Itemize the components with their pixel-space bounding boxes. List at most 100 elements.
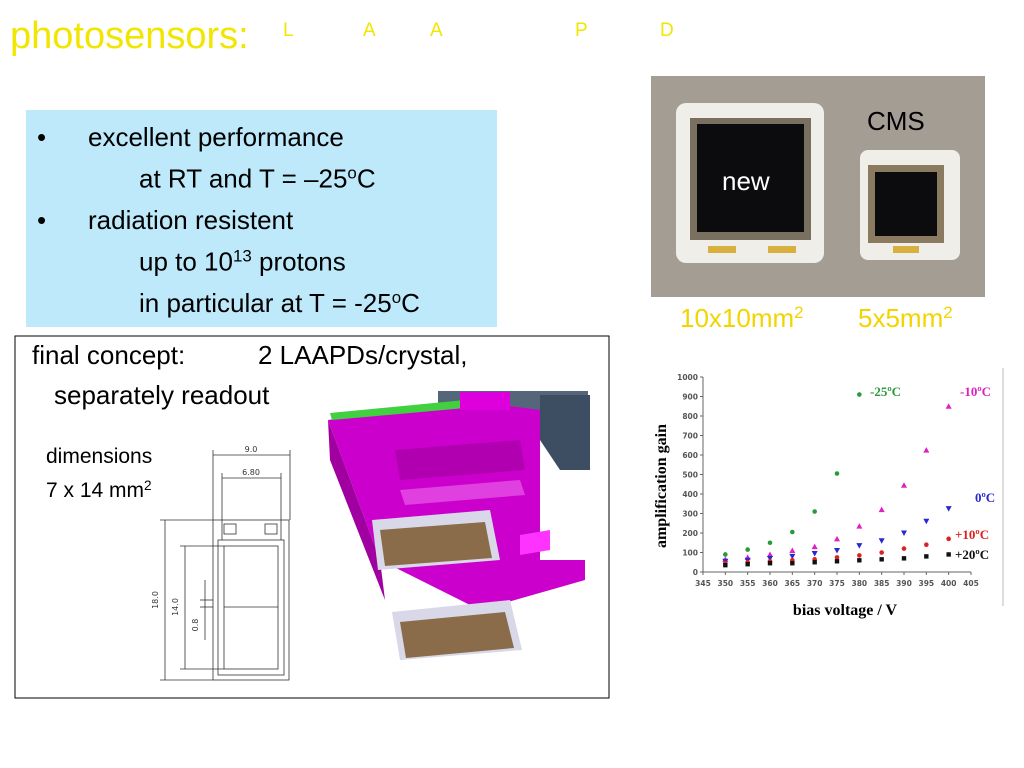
point [856,543,863,549]
feature-line: at RT and T = –25oC [139,163,376,194]
superscript: o [392,288,401,307]
text-run: excellent performance [88,122,344,152]
point [790,529,795,535]
point [856,523,863,529]
point [901,482,907,488]
x-tick-label: 390 [896,579,912,588]
legend-label: -10ºC [960,384,991,399]
text-run: radiation resistent [88,205,294,235]
cad-rendering [328,391,590,660]
point [811,550,818,557]
point [945,506,952,512]
x-tick-label: 370 [807,579,823,588]
y-tick-label: 700 [682,432,698,441]
point [924,542,929,547]
y-tick-label: 900 [682,393,698,402]
x-tick-label: 345 [695,579,711,588]
y-tick-label: 400 [682,490,698,499]
point [901,530,907,536]
point [879,557,884,562]
dimension-label: 9.0 [245,445,258,454]
point [767,555,773,562]
point [789,547,796,554]
legend-label: 0ºC [975,490,995,505]
dimension-label: 18.0 [151,591,160,609]
text-run: 10x10mm [680,303,794,333]
x-tick-label: 365 [785,579,801,588]
title-letter: A [363,20,376,41]
x-tick-label: 360 [762,579,778,588]
feature-line: up to 1013 protons [139,246,346,277]
text-run: 5x5mm [858,303,943,333]
point [901,556,907,561]
point [811,543,818,550]
point [789,553,796,560]
y-tick-label: 100 [682,549,698,558]
x-axis-label: bias voltage / V [793,602,898,619]
x-tick-label: 395 [919,579,935,588]
point [901,546,907,551]
title-letter: P [575,20,588,41]
point [878,538,885,544]
y-tick-label: 300 [682,510,698,519]
legend-label: +10ºC [955,527,989,542]
concept-box [14,335,610,699]
x-tick-label: 375 [829,579,845,588]
photo-caption: 10x10mm2 [680,303,804,334]
point [923,447,930,453]
superscript: o [347,163,356,182]
dimensions-text: dimensions [46,445,152,468]
y-axis-label: amplification gain [653,424,670,548]
x-tick-label: 385 [874,579,890,588]
legend-label: -25ºC [870,384,901,399]
technical-drawing [160,450,291,681]
concept-heading: final concept: [32,340,185,370]
y-tick-label: 0 [693,568,698,577]
point [834,559,840,564]
text-run: up to 10 [139,247,233,277]
point [857,553,862,558]
point [834,555,840,560]
dimension-label: 6.80 [242,468,260,477]
photo-label: new [722,166,770,196]
text-run: at RT and T = –25 [139,164,347,194]
point [878,506,885,513]
point [767,551,773,557]
point [767,540,773,546]
legend-label: +20ºC [955,547,989,562]
text-run: in particular at T = -25 [139,288,392,318]
y-tick-label: 600 [682,451,698,460]
concept-detail: 2 LAAPDs/crystal, [258,340,468,370]
point [857,392,862,397]
superscript: 2 [943,303,952,322]
superscript: 2 [794,303,803,322]
point [723,552,728,557]
point [923,518,930,525]
point [945,403,952,409]
x-tick-label: 400 [941,579,957,588]
text-run: dimensions [46,445,152,468]
text-run: C [357,164,376,194]
photo [651,76,985,297]
point [946,552,951,557]
point [767,561,773,566]
bullet: • [37,205,46,235]
point [812,509,817,514]
point [946,536,951,542]
dimensions-text: 7 x 14 mm2 [46,478,152,503]
superscript: 13 [233,246,252,265]
title: photosensors: [10,15,249,57]
dimension-label: 0.8 [191,619,200,632]
y-tick-label: 1000 [677,373,698,382]
title-letter: D [660,20,674,41]
text-run: protons [252,247,346,277]
dimension-label: 14.0 [171,598,180,616]
superscript: 2 [144,478,152,493]
concept-line: separately readout [54,380,270,410]
photo-label: CMS [867,106,925,136]
point [723,562,728,568]
title-letter: A [430,20,443,41]
y-tick-label: 500 [682,471,698,480]
text-run: C [401,288,420,318]
